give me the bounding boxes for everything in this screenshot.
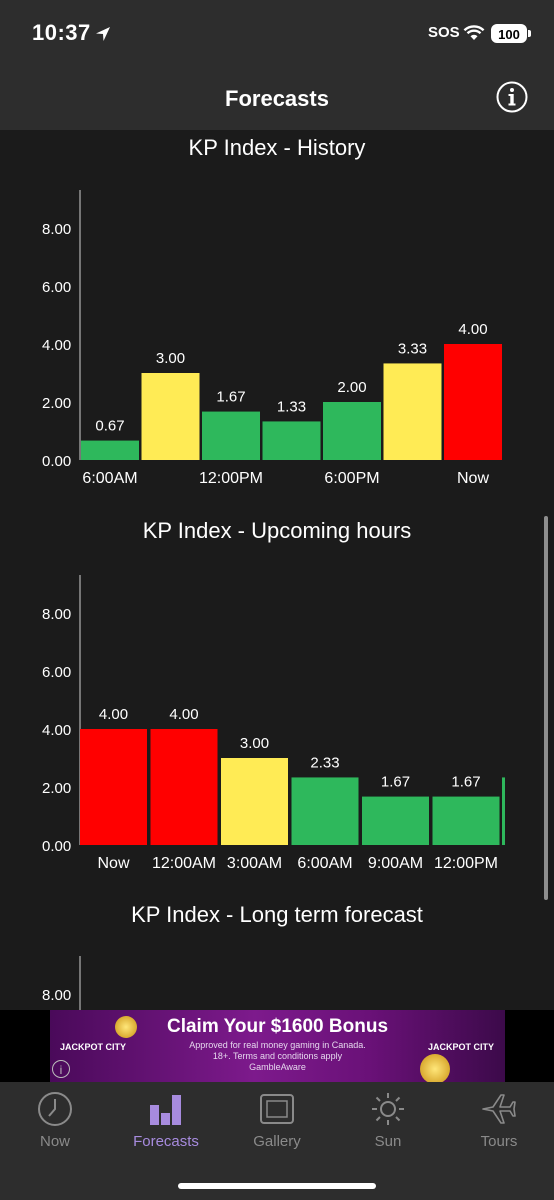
status-time: 10:37 bbox=[32, 20, 91, 45]
tab-label: Now bbox=[39, 1133, 70, 1150]
bar-value-label: 3.00 bbox=[156, 350, 185, 367]
bar-value-label: 4.00 bbox=[458, 321, 487, 338]
bar bbox=[383, 363, 442, 460]
ad-disclaimer: Approved for real money gaming in Canada… bbox=[180, 1040, 375, 1073]
bar-value-label: 0.67 bbox=[95, 418, 124, 435]
y-tick-label: 8.00 bbox=[42, 606, 71, 623]
bar bbox=[362, 796, 429, 845]
status-bar: 10:37 SOS 100 bbox=[0, 0, 554, 66]
longterm-bar-chart: 8.00 bbox=[42, 956, 81, 1010]
ad-creative[interactable]: JACKPOT CITY JACKPOT CITY Claim Your $16… bbox=[50, 1010, 505, 1084]
tab-bar: Now Forecasts Gallery Sun bbox=[0, 1082, 554, 1200]
wifi-icon bbox=[463, 25, 485, 40]
x-tick-label: 12:00AM bbox=[152, 855, 216, 872]
scroll-indicator[interactable] bbox=[544, 516, 548, 900]
y-tick-label: 8.00 bbox=[42, 987, 71, 1004]
info-button[interactable] bbox=[496, 81, 528, 113]
home-indicator[interactable] bbox=[178, 1183, 376, 1189]
tab-label: Forecasts bbox=[133, 1133, 199, 1150]
bar bbox=[432, 796, 500, 845]
page-title: Forecasts bbox=[225, 86, 329, 111]
x-tick-label: 9:00AM bbox=[368, 855, 423, 872]
ad-disclaimer-line: Approved for real money gaming in Canada… bbox=[189, 1040, 366, 1050]
ad-headline: Claim Your $1600 Bonus bbox=[166, 1016, 389, 1037]
y-tick-label: 6.00 bbox=[42, 279, 71, 296]
tab-label: Sun bbox=[374, 1133, 402, 1150]
bar-value-label: 4.00 bbox=[169, 706, 198, 723]
clock-icon bbox=[38, 1092, 72, 1126]
bar bbox=[291, 777, 359, 845]
ad-brand-right: JACKPOT CITY bbox=[428, 1042, 495, 1052]
battery-indicator: 100 bbox=[491, 24, 527, 43]
bar-value-label: 4.00 bbox=[99, 706, 128, 723]
y-tick-label: 0.00 bbox=[42, 838, 71, 855]
upcoming-bar-chart: 0.00 2.00 4.00 6.00 8.00 4.00 Now 4.00 12:00AM 3.… bbox=[42, 575, 505, 872]
gallery-icon bbox=[260, 1094, 294, 1124]
y-tick-label: 2.00 bbox=[42, 780, 71, 797]
tab-forecasts[interactable]: Forecasts bbox=[111, 1082, 221, 1162]
bar-value-label: 1.67 bbox=[451, 774, 480, 791]
sos-indicator: SOS bbox=[428, 24, 460, 41]
ad-info-icon[interactable]: i bbox=[52, 1060, 70, 1078]
bar bbox=[444, 344, 502, 460]
battery-cap bbox=[528, 30, 531, 37]
bar bbox=[150, 729, 218, 845]
bar bbox=[141, 373, 200, 460]
coin-icon bbox=[115, 1016, 137, 1038]
y-tick-label: 0.00 bbox=[42, 453, 71, 470]
location-arrow-icon bbox=[96, 27, 110, 41]
bar bbox=[323, 402, 381, 460]
coin-icon bbox=[420, 1054, 450, 1084]
longterm-chart-title: KP Index - Long term forecast bbox=[131, 902, 423, 927]
tab-tours[interactable]: Tours bbox=[444, 1082, 554, 1162]
x-tick-label: 12:00PM bbox=[199, 470, 263, 487]
tab-label: Gallery bbox=[253, 1133, 301, 1150]
x-tick-label: Now bbox=[97, 855, 129, 872]
upcoming-chart-title: KP Index - Upcoming hours bbox=[142, 518, 412, 543]
bar bbox=[80, 729, 147, 845]
history-chart-title: KP Index - History bbox=[188, 135, 366, 160]
x-tick-label: 3:00AM bbox=[227, 855, 282, 872]
bar-value-label: 2.00 bbox=[337, 379, 366, 396]
bar-value-label: 3.33 bbox=[398, 340, 427, 357]
bar-value-label: 2.33 bbox=[310, 754, 339, 771]
ad-disclaimer-line: GambleAware bbox=[249, 1062, 306, 1072]
bar bbox=[81, 440, 139, 460]
x-tick-label: 6:00AM bbox=[82, 470, 137, 487]
tab-now[interactable]: Now bbox=[0, 1082, 110, 1162]
ad-disclaimer-line: 18+. Terms and conditions apply bbox=[212, 1051, 343, 1061]
y-tick-label: 4.00 bbox=[42, 337, 71, 354]
airplane-icon bbox=[482, 1094, 516, 1124]
x-tick-label: 6:00PM bbox=[324, 470, 379, 487]
navigation-bar: Forecasts bbox=[0, 66, 554, 130]
x-tick-label: 12:00PM bbox=[434, 855, 498, 872]
tab-sun[interactable]: Sun bbox=[333, 1082, 443, 1162]
y-tick-label: 8.00 bbox=[42, 221, 71, 238]
x-tick-label: 6:00AM bbox=[297, 855, 352, 872]
bar-value-label: 3.00 bbox=[240, 735, 269, 752]
bar bbox=[262, 421, 321, 460]
bar-value-label: 1.33 bbox=[277, 398, 306, 415]
bar-chart-icon bbox=[150, 1095, 181, 1125]
history-bar-chart: 0.00 2.00 4.00 6.00 8.00 0.67 3.00 1.67 1.33 2.00… bbox=[42, 190, 502, 487]
bar-partial bbox=[502, 777, 505, 845]
tab-gallery[interactable]: Gallery bbox=[222, 1082, 332, 1162]
bar-value-label: 1.67 bbox=[216, 389, 245, 406]
y-tick-label: 2.00 bbox=[42, 395, 71, 412]
bar bbox=[221, 758, 288, 845]
bar-value-label: 1.67 bbox=[381, 774, 410, 791]
ad-banner[interactable]: JACKPOT CITY JACKPOT CITY Claim Your $16… bbox=[0, 1010, 554, 1084]
y-tick-label: 4.00 bbox=[42, 722, 71, 739]
y-tick-label: 6.00 bbox=[42, 664, 71, 681]
bar bbox=[202, 411, 260, 460]
ad-brand-left: JACKPOT CITY bbox=[60, 1042, 127, 1052]
tab-label: Tours bbox=[480, 1133, 518, 1150]
x-tick-label: Now bbox=[457, 470, 489, 487]
sun-icon bbox=[372, 1093, 404, 1125]
